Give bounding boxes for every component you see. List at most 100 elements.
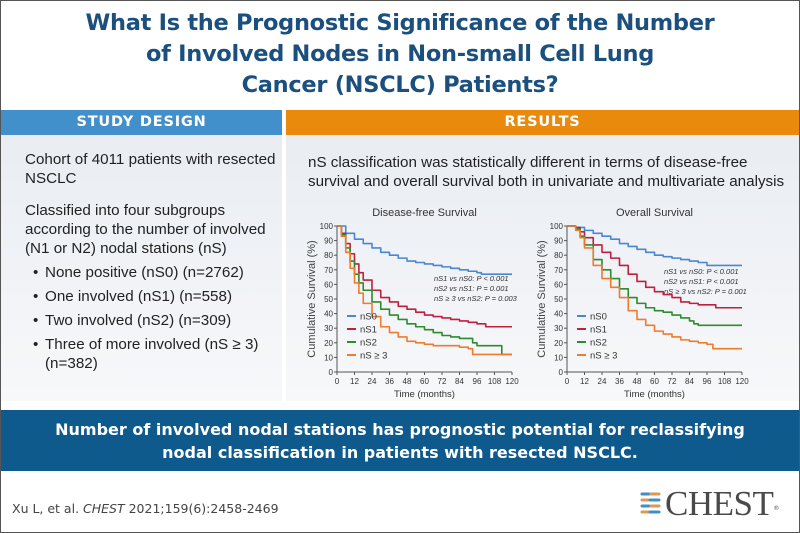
y-axis-label: Cumulative Survival (%) — [536, 240, 548, 357]
p-value-annotation: nS2 vs nS1: P < 0.001 — [664, 277, 739, 286]
x-tick-label: 36 — [615, 377, 624, 386]
y-axis-label: Cumulative Survival (%) — [306, 240, 318, 357]
x-tick-label: 120 — [735, 377, 749, 386]
chest-logo-text: CHEST — [665, 484, 774, 523]
p-value-annotation: nS1 vs nS0: P < 0.001 — [664, 267, 739, 276]
series-line-nS3 — [567, 225, 742, 350]
legend-label-nS2: nS2 — [360, 338, 377, 349]
y-tick-label: 80 — [554, 251, 563, 260]
x-tick-label: 72 — [438, 377, 447, 386]
registered-mark: ® — [773, 504, 780, 512]
results-summary-text: nS classification was statistically diff… — [308, 154, 785, 190]
chest-logo: CHEST ® — [640, 484, 780, 523]
citation-journal: CHEST — [83, 501, 125, 516]
y-tick-label: 40 — [324, 310, 333, 319]
y-tick-label: 0 — [559, 368, 564, 377]
y-tick-label: 10 — [324, 353, 333, 362]
x-tick-label: 0 — [565, 377, 570, 386]
series-line-nS2 — [337, 225, 512, 356]
results-header: RESULTS — [286, 110, 799, 135]
legend-label-nS2: nS2 — [590, 338, 607, 349]
x-tick-label: 60 — [420, 377, 429, 386]
citation-details: 2021;159(6):2458-2469 — [124, 501, 279, 516]
study-design-content: Cohort of 4011 patients with resected NS… — [25, 150, 285, 378]
chart-title: Overall Survival — [616, 207, 693, 219]
bullet-icon: • — [33, 264, 39, 281]
citation: Xu L, et al. CHEST 2021;159(6):2458-2469 — [12, 501, 279, 516]
list-item: • Two involved (nS2) (n=309) — [33, 311, 285, 330]
x-tick-label: 84 — [455, 377, 464, 386]
x-axis-label: Time (months) — [394, 389, 455, 400]
p-value-annotation: nS2 vs nS1: P = 0.001 — [434, 284, 509, 293]
list-item-text: Three of more involved (nS ≥ 3) (n=382) — [45, 336, 259, 372]
x-tick-label: 24 — [368, 377, 377, 386]
x-tick-label: 48 — [403, 377, 412, 386]
x-tick-label: 12 — [580, 377, 589, 386]
list-item: • None positive (nS0) (n=2762) — [33, 263, 285, 282]
subgroup-list: • None positive (nS0) (n=2762) • One invol… — [25, 263, 285, 373]
x-tick-label: 48 — [633, 377, 642, 386]
conclusion-banner: Number of involved nodal stations has pr… — [1, 410, 799, 471]
x-tick-label: 12 — [350, 377, 359, 386]
y-tick-label: 30 — [554, 324, 563, 333]
study-design-header: STUDY DESIGN — [1, 110, 282, 135]
study-design-panel — [1, 135, 282, 401]
x-tick-label: 0 — [335, 377, 340, 386]
x-tick-label: 84 — [685, 377, 694, 386]
legend-label-nS0: nS0 — [590, 312, 607, 323]
x-axis-label: Time (months) — [624, 389, 685, 400]
p-value-annotation: nS1 vs nS0: P < 0.001 — [434, 274, 509, 283]
y-tick-label: 60 — [554, 280, 563, 289]
study-classification-text: Classified into four subgroups according… — [25, 202, 266, 257]
y-tick-label: 50 — [554, 295, 563, 304]
y-tick-label: 20 — [554, 339, 563, 348]
p-value-annotation: nS ≥ 3 vs nS2: P = 0.001 — [664, 287, 747, 296]
os-chart: Overall Survival 0 10 20 30 40 50 60 70 80 90 100 0 1… — [536, 207, 749, 400]
p-value-annotation: nS ≥ 3 vs nS2: P = 0.003 — [434, 294, 518, 303]
study-cohort-text: Cohort of 4011 patients with resected NS… — [25, 151, 276, 187]
y-tick-label: 90 — [554, 237, 563, 246]
list-item-text: Two involved (nS2) (n=309) — [45, 312, 232, 329]
x-tick-label: 72 — [668, 377, 677, 386]
y-tick-label: 90 — [324, 237, 333, 246]
list-item: • One involved (nS1) (n=558) — [33, 287, 285, 306]
list-item-text: None positive (nS0) (n=2762) — [45, 264, 244, 281]
title-line-2: of Involved Nodes in Non-small Cell Lung — [145, 41, 655, 67]
y-tick-label: 20 — [324, 339, 333, 348]
y-tick-label: 100 — [550, 222, 564, 231]
y-tick-label: 70 — [554, 266, 563, 275]
y-tick-label: 30 — [324, 324, 333, 333]
x-tick-label: 96 — [473, 377, 482, 386]
x-tick-label: 108 — [718, 377, 732, 386]
y-tick-label: 40 — [554, 310, 563, 319]
series-line-nS2 — [567, 225, 742, 327]
x-tick-label: 120 — [505, 377, 519, 386]
bullet-icon: • — [33, 312, 39, 329]
y-tick-label: 80 — [324, 251, 333, 260]
x-tick-label: 108 — [488, 377, 502, 386]
chart-title: Disease-free Survival — [372, 207, 477, 219]
x-tick-label: 36 — [385, 377, 394, 386]
x-tick-label: 24 — [598, 377, 607, 386]
series-line-nS0 — [567, 225, 742, 267]
page-title: What Is the Prognostic Significance of t… — [0, 8, 800, 101]
y-tick-label: 0 — [329, 368, 334, 377]
bullet-icon: • — [33, 336, 39, 353]
y-tick-label: 60 — [324, 280, 333, 289]
legend-label-nS1: nS1 — [360, 325, 377, 336]
series-line-nS3 — [337, 225, 512, 356]
y-tick-label: 100 — [320, 222, 334, 231]
y-tick-label: 70 — [324, 266, 333, 275]
series-line-nS0 — [337, 225, 512, 275]
title-line-3: Cancer (NSCLC) Patients? — [241, 72, 559, 98]
x-tick-label: 60 — [650, 377, 659, 386]
bullet-icon: • — [33, 288, 39, 305]
conclusion-line-2: nodal classification in patients with re… — [162, 443, 638, 462]
series-line-nS1 — [337, 225, 512, 328]
y-tick-label: 10 — [554, 353, 563, 362]
chest-logo-icon — [640, 492, 661, 514]
series-line-nS1 — [567, 225, 742, 309]
y-tick-label: 50 — [324, 295, 333, 304]
legend-label-nS1: nS1 — [590, 325, 607, 336]
citation-authors: Xu L, et al. — [12, 501, 84, 516]
